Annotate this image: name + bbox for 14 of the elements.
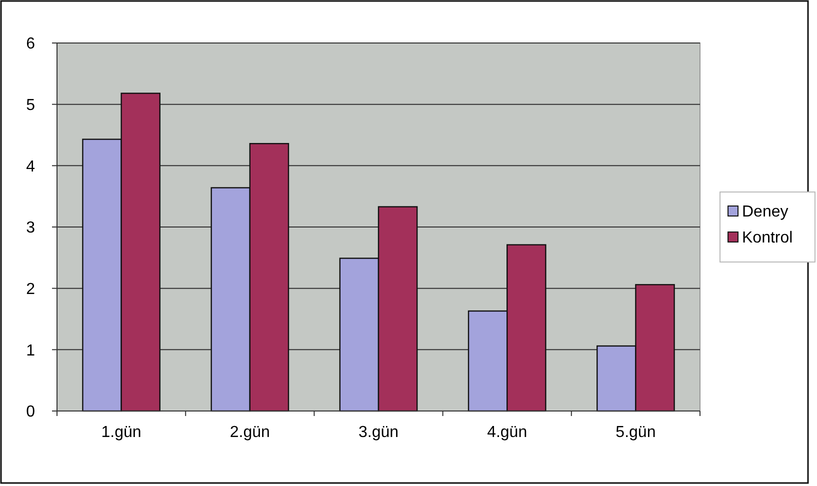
legend-label: Deney [742,204,788,221]
y-tick-label: 1 [26,342,36,360]
y-tick-label: 4 [26,158,36,176]
y-tick-label: 6 [26,36,36,53]
y-tick-label: 0 [26,404,36,421]
x-tick-label: 2.gün [230,424,270,441]
x-tick-label: 1.gün [101,424,142,441]
x-tick-label: 4.gün [487,424,528,441]
legend-label: Kontrol [742,230,793,247]
x-tick-label: 3.gün [358,424,399,441]
y-tick-label: 5 [26,96,36,114]
x-tick-label: 5.gün [616,424,656,441]
y-tick-label: 3 [26,220,36,237]
y-tick-label: 2 [26,280,36,298]
